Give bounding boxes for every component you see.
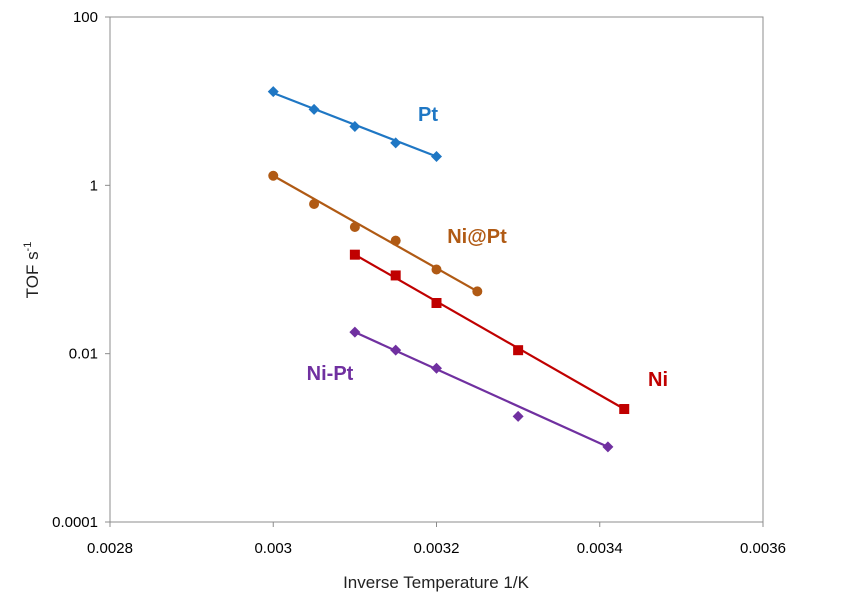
series-layer [267,86,630,453]
series-label-layer: Pt Ni@Pt Ni Ni-Pt [307,104,668,391]
data-point-pt [308,103,320,115]
trendline-ni-pt [272,174,478,293]
data-point-ni-pt [268,170,279,181]
tick-layer: 0.0028 0.003 0.0032 0.0034 0.0036 0.0001 0.01 1… [52,9,786,557]
data-point-pt [349,121,361,133]
series-ni-pt [268,170,483,297]
series-label-ni-pt: Ni-Pt [307,363,354,385]
x-tick-label: 0.0034 [577,540,623,557]
data-point-ni [619,404,630,415]
series-pt [267,86,442,163]
x-tick-label: 0.0036 [740,540,786,557]
data-point-ni-pt [309,199,320,210]
data-point-ni-pt [349,221,360,232]
x-axis-title: Inverse Temperature 1/K [343,573,529,592]
data-point-ni-pt [390,235,401,246]
data-point-ni-pt [431,264,442,275]
data-point-pt [431,151,442,163]
x-tick-label: 0.003 [254,540,292,557]
series-ni-pt [349,326,614,453]
series-ni [349,249,630,415]
data-point-ni [349,249,360,260]
x-tick-label: 0.0028 [87,540,133,557]
x-tick-label: 0.0032 [414,540,460,557]
series-label-pt: Pt [418,104,438,126]
data-point-ni [431,297,442,308]
data-point-ni [513,345,524,356]
data-point-ni [390,270,401,281]
data-point-ni-pt [512,410,524,422]
y-axis-title: TOF s-1 [22,242,42,299]
data-point-pt [267,86,279,98]
series-label-ni-pt: Ni@Pt [447,226,507,248]
data-point-ni-pt [390,344,402,356]
data-point-pt [390,137,402,149]
series-label-ni: Ni [648,369,668,391]
y-tick-label: 0.01 [69,346,98,363]
y-tick-label: 0.0001 [52,514,98,531]
data-point-ni-pt [431,362,442,374]
data-point-ni-pt [602,441,614,453]
data-point-ni-pt [349,326,361,338]
data-point-ni-pt [472,286,483,297]
y-axis-title-sup: -1 [22,242,34,252]
y-tick-label: 100 [73,9,98,26]
y-tick-label: 1 [90,177,98,194]
y-axis-title-main: TOF s [23,251,42,298]
